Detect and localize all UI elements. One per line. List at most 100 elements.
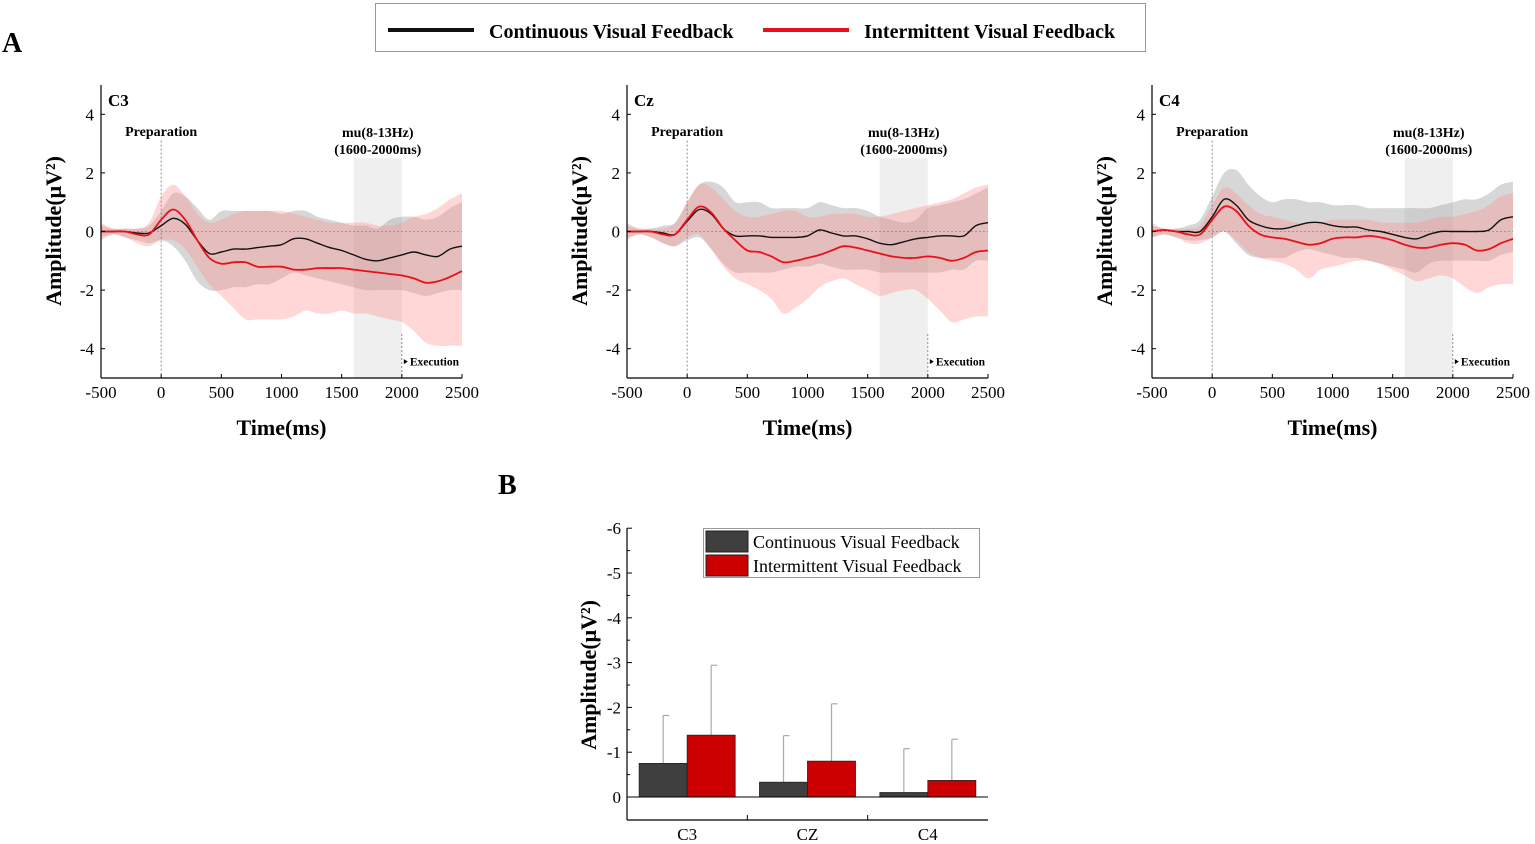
bar-legend: Continuous Visual Feedback Intermittent V… xyxy=(703,528,980,578)
y-tick-label: -2 xyxy=(80,281,94,300)
preparation-label: Preparation xyxy=(651,125,723,140)
category-label: C3 xyxy=(677,825,697,844)
execution-arrow-icon xyxy=(403,359,408,365)
category-label: C4 xyxy=(918,825,938,844)
y-tick-label: -2 xyxy=(606,281,620,300)
x-axis-title: Time(ms) xyxy=(762,415,852,440)
continuous-confidence-band xyxy=(1152,168,1513,273)
y-tick-label: -2 xyxy=(1131,281,1145,300)
preparation-label: Preparation xyxy=(1176,125,1248,140)
preparation-label: Preparation xyxy=(125,125,197,140)
bar-chart: C3 CZ C4 -6 -5 -4 -3 -2 -1 0 Amplitude(μV²) Continu… xyxy=(576,519,988,844)
execution-arrow-icon xyxy=(1454,359,1459,365)
execution-label: Execution xyxy=(1461,357,1511,369)
y-tick-label: 2 xyxy=(612,164,621,183)
y-tick-label: -6 xyxy=(607,519,621,538)
legend-label-intermittent: Intermittent Visual Feedback xyxy=(864,21,1116,43)
y-tick-label: -2 xyxy=(607,698,621,717)
panel-title: Cz xyxy=(634,91,654,110)
panel-a-label: A xyxy=(2,28,23,59)
continuous-mean-line xyxy=(1151,198,1514,240)
x-tick-label: 1000 xyxy=(1316,383,1350,402)
y-axis-title: Amplitude(μV²) xyxy=(567,156,592,306)
y-tick-label: 0 xyxy=(613,788,622,807)
category-label: CZ xyxy=(797,825,819,844)
x-tick-label: 1500 xyxy=(1376,383,1410,402)
y-tick-label: 4 xyxy=(612,105,621,124)
execution-label: Execution xyxy=(410,357,460,369)
x-tick-label: 2000 xyxy=(385,383,419,402)
x-tick-label: 2500 xyxy=(971,383,1005,402)
intermittent-mean-line xyxy=(101,208,463,284)
x-tick-label: -500 xyxy=(1136,383,1167,402)
line-panel-c4: 4 2 0 -2 -4 -500 0 500 1000 1500 2000 2500 C4 Prepara… xyxy=(1092,85,1530,440)
y-tick-label: -1 xyxy=(607,743,621,762)
y-tick-label: -4 xyxy=(606,340,621,359)
x-tick-label: 2500 xyxy=(1496,383,1530,402)
execution-arrow-icon xyxy=(929,359,934,365)
panel-title: C3 xyxy=(108,91,129,110)
intermittent-bar-cz xyxy=(807,760,856,798)
x-tick-label: 1500 xyxy=(851,383,885,402)
x-tick-label: 500 xyxy=(735,383,761,402)
x-axis-title: Time(ms) xyxy=(1287,415,1377,440)
line-panel-c3: 4 2 0 -2 -4 -500 0 500 1000 1500 2000 2500 C3 Prepara… xyxy=(41,85,479,440)
mu-label-line2: (1600-2000ms) xyxy=(1385,143,1472,158)
mu-window-shading xyxy=(353,158,402,378)
mu-label-line1: mu(8-13Hz) xyxy=(342,126,414,141)
continuous-confidence-band xyxy=(627,181,988,274)
y-tick-label: -4 xyxy=(80,340,95,359)
panel-b-label: B xyxy=(498,470,517,501)
x-tick-label: 1500 xyxy=(325,383,359,402)
x-tick-label: 1000 xyxy=(791,383,825,402)
mu-window-shading xyxy=(879,158,928,378)
y-axis-title: Amplitude(μV²) xyxy=(41,156,66,306)
x-tick-label: 2000 xyxy=(911,383,945,402)
legend-label-continuous: Continuous Visual Feedback xyxy=(489,21,734,43)
legend-swatch-continuous xyxy=(705,530,749,553)
x-tick-label: 500 xyxy=(209,383,235,402)
continuous-bar-c4 xyxy=(879,792,929,798)
x-tick-label: 0 xyxy=(1208,383,1217,402)
y-tick-label: 0 xyxy=(86,223,95,242)
y-tick-label: 0 xyxy=(1137,223,1146,242)
y-tick-label: 0 xyxy=(612,223,621,242)
continuous-mean-line xyxy=(101,217,463,262)
top-legend-box xyxy=(375,3,1146,52)
mu-label-line2: (1600-2000ms) xyxy=(334,143,421,158)
x-axis-title: Time(ms) xyxy=(236,415,326,440)
y-tick-label: -3 xyxy=(607,654,621,673)
continuous-bar-cz xyxy=(759,781,808,798)
intermittent-bar-c3 xyxy=(686,734,736,798)
y-axis-title: Amplitude(μV²) xyxy=(576,600,601,750)
continuous-bar-c3 xyxy=(638,763,688,798)
intermittent-confidence-band xyxy=(101,184,462,347)
intermittent-bar-c4 xyxy=(927,780,977,798)
x-tick-label: 0 xyxy=(683,383,692,402)
x-tick-label: 2000 xyxy=(1436,383,1470,402)
y-tick-label: -4 xyxy=(607,609,622,628)
y-tick-label: 4 xyxy=(86,105,95,124)
legend-label-continuous: Continuous Visual Feedback xyxy=(753,532,960,552)
intermittent-confidence-band xyxy=(627,183,988,323)
mu-label-line1: mu(8-13Hz) xyxy=(868,126,940,141)
x-tick-label: 1000 xyxy=(265,383,299,402)
mu-label-line2: (1600-2000ms) xyxy=(860,143,947,158)
y-tick-label: 2 xyxy=(86,164,95,183)
mu-window-shading xyxy=(1404,158,1453,378)
y-tick-label: -5 xyxy=(607,564,621,583)
x-tick-label: -500 xyxy=(85,383,116,402)
mu-label-line1: mu(8-13Hz) xyxy=(1393,126,1465,141)
top-legend: Continuous Visual Feedback Intermittent … xyxy=(375,3,1146,52)
bar-legend-box xyxy=(703,528,980,578)
intermittent-mean-line xyxy=(627,205,989,264)
x-tick-label: 500 xyxy=(1260,383,1286,402)
y-axis-title: Amplitude(μV²) xyxy=(1092,156,1117,306)
y-tick-label: 2 xyxy=(1137,164,1146,183)
x-tick-label: 0 xyxy=(157,383,166,402)
legend-label-intermittent: Intermittent Visual Feedback xyxy=(753,556,962,576)
intermittent-mean-line xyxy=(1151,205,1514,252)
y-tick-label: 4 xyxy=(1137,105,1146,124)
x-tick-label: -500 xyxy=(611,383,642,402)
